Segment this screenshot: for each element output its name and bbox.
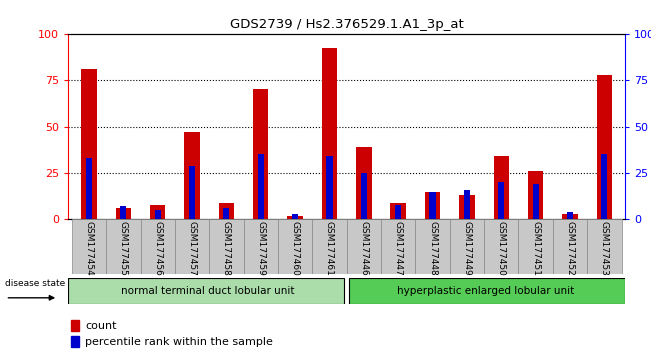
Bar <box>553 219 587 274</box>
Text: GSM177447: GSM177447 <box>394 221 403 276</box>
Bar <box>326 156 333 219</box>
Bar <box>116 208 131 219</box>
Text: GSM177456: GSM177456 <box>153 221 162 276</box>
Bar <box>243 219 278 274</box>
Bar <box>154 210 161 219</box>
Text: GSM177453: GSM177453 <box>600 221 609 276</box>
Text: GSM177449: GSM177449 <box>462 221 471 276</box>
Bar <box>322 48 337 219</box>
Text: GSM177451: GSM177451 <box>531 221 540 276</box>
Bar <box>150 205 165 219</box>
Bar <box>346 219 381 274</box>
Text: percentile rank within the sample: percentile rank within the sample <box>85 337 273 347</box>
Bar <box>562 214 577 219</box>
Text: count: count <box>85 321 117 331</box>
Text: GSM177458: GSM177458 <box>222 221 231 276</box>
Bar <box>253 89 268 219</box>
Text: hyperplastic enlarged lobular unit: hyperplastic enlarged lobular unit <box>397 286 574 296</box>
Bar <box>459 195 475 219</box>
Bar <box>381 219 415 274</box>
Bar <box>223 208 230 219</box>
Bar <box>493 156 509 219</box>
Bar <box>312 219 346 274</box>
Bar <box>71 336 79 347</box>
Bar <box>391 203 406 219</box>
Text: GSM177459: GSM177459 <box>256 221 265 276</box>
Bar <box>278 219 312 274</box>
Bar <box>292 214 298 219</box>
Text: GSM177448: GSM177448 <box>428 221 437 276</box>
Text: GSM177457: GSM177457 <box>187 221 197 276</box>
Bar <box>141 219 175 274</box>
Bar <box>587 219 622 274</box>
Text: GSM177461: GSM177461 <box>325 221 334 276</box>
Bar <box>518 219 553 274</box>
Bar <box>184 132 200 219</box>
Text: GSM177454: GSM177454 <box>85 221 94 276</box>
Bar <box>450 219 484 274</box>
Bar <box>361 173 367 219</box>
Text: GSM177455: GSM177455 <box>119 221 128 276</box>
Bar <box>209 219 243 274</box>
Bar <box>106 219 141 274</box>
Bar <box>349 278 625 304</box>
Bar <box>533 184 539 219</box>
Bar <box>596 75 612 219</box>
Bar <box>258 154 264 219</box>
Bar <box>395 205 401 219</box>
Bar <box>287 216 303 219</box>
Bar <box>484 219 518 274</box>
Text: GSM177450: GSM177450 <box>497 221 506 276</box>
Bar <box>498 182 505 219</box>
Bar <box>219 203 234 219</box>
Bar <box>356 147 372 219</box>
Bar <box>528 171 544 219</box>
Bar <box>425 192 440 219</box>
Bar <box>415 219 450 274</box>
Bar <box>189 166 195 219</box>
Bar <box>120 206 126 219</box>
Text: GSM177452: GSM177452 <box>566 221 574 276</box>
Text: GSM177446: GSM177446 <box>359 221 368 276</box>
Bar <box>71 320 79 331</box>
Bar <box>464 190 470 219</box>
Title: GDS2739 / Hs2.376529.1.A1_3p_at: GDS2739 / Hs2.376529.1.A1_3p_at <box>230 18 464 31</box>
Text: normal terminal duct lobular unit: normal terminal duct lobular unit <box>120 286 294 296</box>
Bar <box>81 69 97 219</box>
Bar <box>175 219 209 274</box>
Bar <box>72 219 106 274</box>
Text: disease state: disease state <box>5 279 66 288</box>
Bar <box>567 212 573 219</box>
Bar <box>68 278 344 304</box>
Text: GSM177460: GSM177460 <box>290 221 299 276</box>
Bar <box>86 158 92 219</box>
Bar <box>602 154 607 219</box>
Bar <box>430 192 436 219</box>
